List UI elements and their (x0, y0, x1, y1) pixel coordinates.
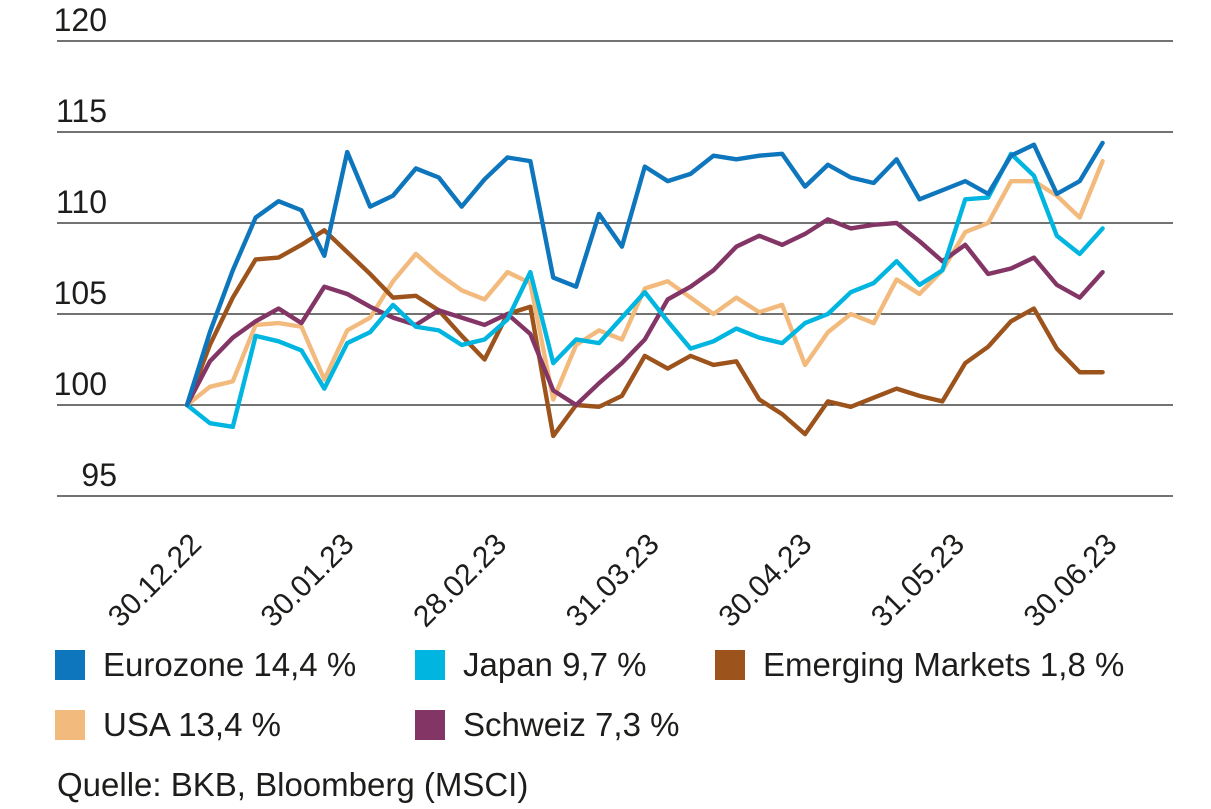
line-eurozone (184, 140, 1105, 408)
x-tick-label-1: 30.01.23 (255, 528, 361, 634)
legend-label-usa: USA 13,4 % (103, 706, 281, 743)
y-tick-label-105: 105 (54, 275, 107, 311)
x-tick-label-6: 30.06.23 (1018, 528, 1124, 634)
y-tick-label-100: 100 (54, 366, 107, 402)
y-tick-label-110: 110 (56, 184, 107, 220)
legend-swatch-japan (415, 650, 445, 680)
legend-item-japan: Japan 9,7 % (415, 648, 646, 682)
performance-line-chart: 95 100 105 110 115 120 30.12.22 30.01.23 28.02.2… (54, 2, 1173, 634)
legend-item-emerging-markets: Emerging Markets 1,8 % (715, 648, 1124, 682)
legend-label-eurozone: Eurozone 14,4 % (103, 646, 357, 683)
y-tick-label-120: 120 (54, 2, 107, 38)
legend-label-japan: Japan 9,7 % (463, 646, 647, 683)
legend-label-schweiz: Schweiz 7,3 % (463, 706, 680, 743)
source-caption: Quelle: BKB, Bloomberg (MSCI) (57, 766, 529, 803)
x-tick-label-4: 30.04.23 (712, 528, 818, 634)
x-tick-label-3: 31.03.23 (560, 528, 666, 634)
x-tick-label-2: 28.02.23 (407, 528, 513, 634)
x-tick-label-0: 30.12.22 (102, 528, 208, 634)
legend-swatch-emerging-markets (715, 650, 745, 680)
y-tick-label-95: 95 (81, 457, 117, 493)
line-emerging-markets (184, 228, 1105, 439)
y-tick-label-115: 115 (56, 93, 107, 129)
legend-item-schweiz: Schweiz 7,3 % (415, 708, 679, 742)
legend-item-eurozone: Eurozone 14,4 % (55, 648, 356, 682)
line-schweiz (184, 217, 1105, 408)
line-japan (184, 151, 1105, 430)
legend-swatch-eurozone (55, 650, 85, 680)
legend-swatch-usa (55, 710, 85, 740)
legend-label-emerging-markets: Emerging Markets 1,8 % (763, 646, 1125, 683)
x-tick-label-5: 31.05.23 (865, 528, 971, 634)
legend-swatch-schweiz (415, 710, 445, 740)
legend-item-usa: USA 13,4 % (55, 708, 281, 742)
